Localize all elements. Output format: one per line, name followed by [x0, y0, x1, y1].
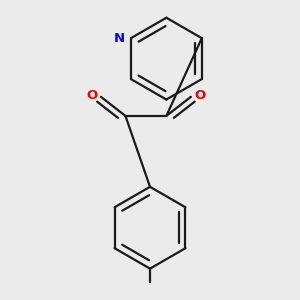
- Text: O: O: [194, 89, 206, 102]
- Text: N: N: [114, 32, 125, 45]
- Text: O: O: [86, 89, 98, 102]
